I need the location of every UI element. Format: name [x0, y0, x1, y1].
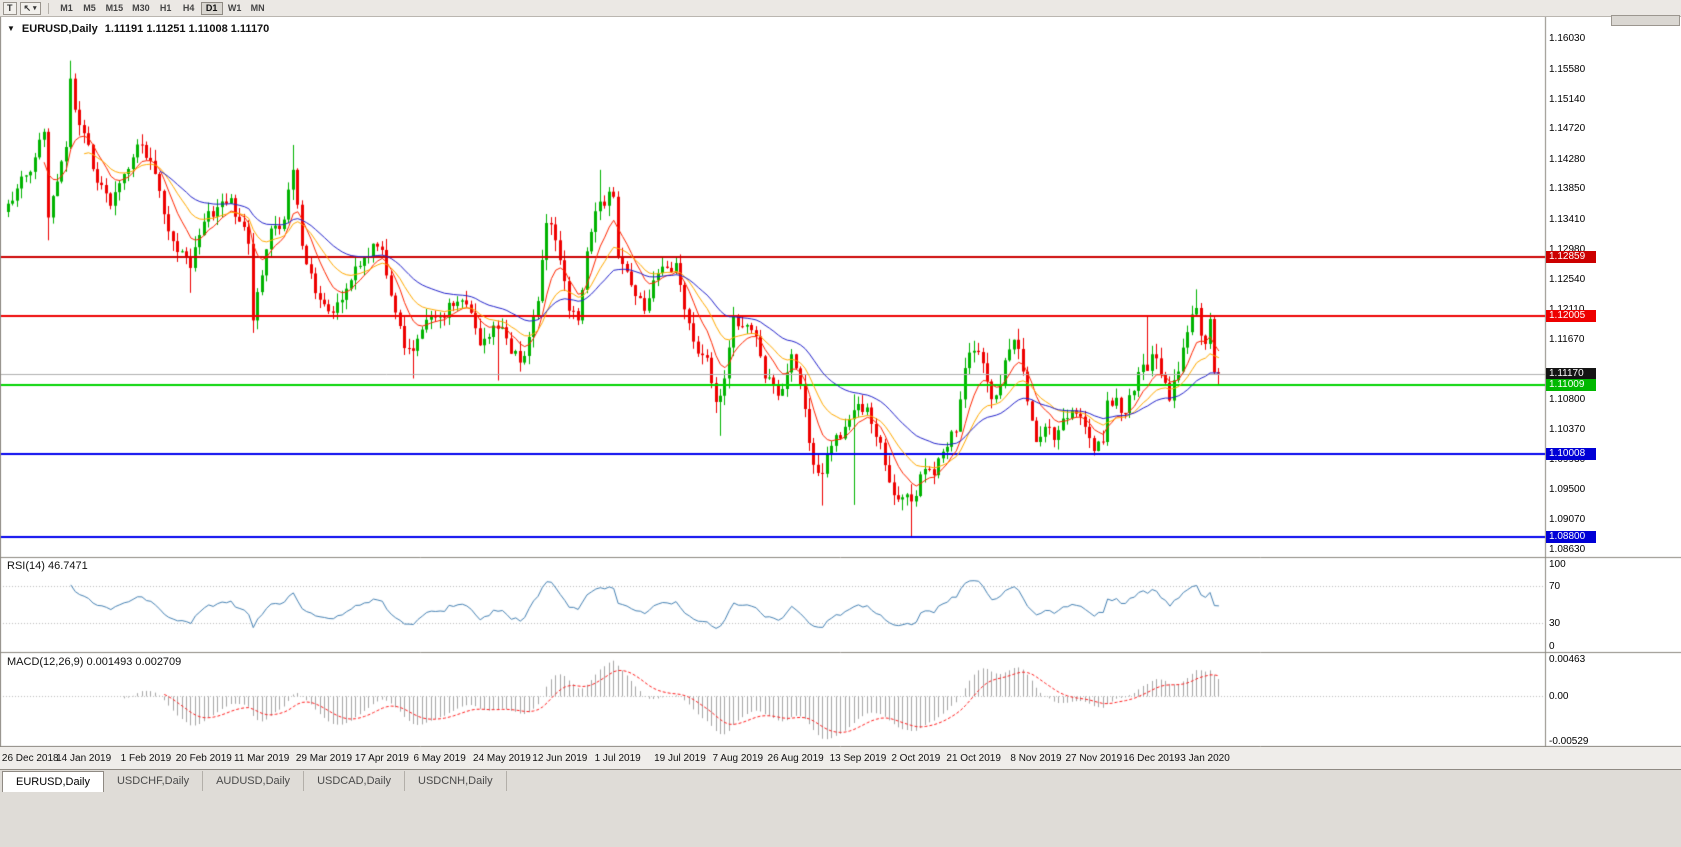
- chart-tab-eurusd[interactable]: EURUSD,Daily: [2, 771, 104, 792]
- time-axis-label: 26 Dec 2018: [1, 753, 59, 764]
- timeframe-button-w1[interactable]: W1: [224, 2, 246, 15]
- time-axis-label: 20 Feb 2019: [175, 753, 232, 764]
- chart-tab-bar: EURUSD,Daily USDCHF,Daily AUDUSD,Daily USDC…: [0, 769, 1681, 847]
- scrollbar-thumb[interactable]: [1611, 15, 1680, 26]
- time-axis-label: 8 Nov 2019: [1010, 753, 1062, 764]
- hline-price-badge: 1.10008: [1546, 447, 1596, 460]
- timeframe-button-h4[interactable]: H4: [178, 2, 200, 15]
- time-axis-label: 17 Apr 2019: [354, 753, 409, 764]
- price-axis-label: 1.14720: [1549, 123, 1586, 135]
- timeframe-button-m30[interactable]: M30: [128, 2, 154, 15]
- rsi-axis-label: 70: [1549, 580, 1561, 592]
- timeframe-button-m15[interactable]: M15: [102, 2, 128, 15]
- price-axis-label: 1.16030: [1549, 32, 1586, 44]
- timeframe-button-d1[interactable]: D1: [200, 1, 223, 15]
- hline-price-badge: 1.11009: [1546, 378, 1596, 391]
- timeframe-button-m5[interactable]: M5: [79, 2, 101, 15]
- time-axis-label: 7 Aug 2019: [712, 753, 764, 764]
- rsi-indicator-label: RSI(14) 46.7471: [7, 560, 88, 572]
- price-axis-label: 1.12540: [1549, 273, 1586, 285]
- time-axis-label: 16 Dec 2019: [1123, 753, 1180, 764]
- price-axis-label: 1.08630: [1549, 544, 1586, 556]
- time-axis-label: 21 Oct 2019: [946, 753, 1001, 764]
- time-axis-label: 11 Mar 2019: [233, 753, 290, 764]
- time-axis-label: 1 Jul 2019: [594, 753, 641, 764]
- macd-indicator-label: MACD(12,26,9) 0.001493 0.002709: [7, 656, 182, 668]
- main-toolbar: T ↖ ▾ M1 M5 M15 M30 H1 H4 D1 W1 MN: [0, 0, 1681, 17]
- timeframe-button-m1[interactable]: M1: [56, 2, 78, 15]
- time-axis-label: 13 Sep 2019: [829, 753, 887, 764]
- time-axis-label: 1 Feb 2019: [120, 753, 172, 764]
- time-axis-label: 27 Nov 2019: [1065, 753, 1123, 764]
- cursor-icon: ↖: [23, 2, 32, 13]
- price-axis-label: 1.10800: [1549, 394, 1586, 406]
- hline-price-badge: 1.12859: [1546, 250, 1596, 263]
- timeframe-button-h1[interactable]: H1: [155, 2, 177, 15]
- macd-axis-label: 0.00463: [1549, 654, 1586, 665]
- hline-price-badge: 1.08800: [1546, 531, 1596, 544]
- time-axis-label: 26 Aug 2019: [767, 753, 824, 764]
- price-chart-canvas[interactable]: [0, 17, 1681, 747]
- price-axis-label: 1.10370: [1549, 423, 1586, 435]
- price-axis-label: 1.12980: [1549, 243, 1586, 255]
- price-axis-label: 1.09070: [1549, 513, 1586, 525]
- expand-icon[interactable]: ▼: [7, 24, 15, 33]
- bid-price-badge: 1.11170: [1546, 367, 1596, 380]
- price-axis-label: 1.14280: [1549, 153, 1586, 165]
- chart-tab-audusd[interactable]: AUDUSD,Daily: [203, 771, 305, 791]
- price-axis-label: 1.15580: [1549, 63, 1586, 75]
- time-axis[interactable]: 26 Dec 2018 14 Jan 2019 1 Feb 2019 20 Feb 2…: [0, 747, 1681, 769]
- time-axis-label: 14 Jan 2019: [56, 753, 112, 764]
- rsi-axis-label: 100: [1549, 559, 1566, 570]
- chart-title: ▼ EURUSD,Daily 1.11191 1.11251 1.11008 1…: [7, 23, 269, 35]
- timeframe-button-mn[interactable]: MN: [247, 2, 269, 15]
- timeframe-toolbar: M1 M5 M15 M30 H1 H4 D1 W1 MN: [56, 1, 269, 15]
- macd-axis-label: -0.00529: [1549, 736, 1589, 747]
- chart-tab-usdchf[interactable]: USDCHF,Daily: [104, 771, 204, 791]
- price-axis-label: 1.11670: [1549, 334, 1585, 346]
- price-axis-label: 1.13850: [1549, 183, 1586, 195]
- chart-ohlc-quotes: 1.11191 1.11251 1.11008 1.11170: [104, 23, 270, 35]
- time-axis-label: 12 Jun 2019: [532, 753, 588, 764]
- price-axis-label: 1.15140: [1549, 94, 1586, 106]
- time-axis-label: 19 Jul 2019: [654, 753, 706, 764]
- time-axis-label: 6 May 2019: [413, 753, 466, 764]
- price-axis-label: 1.12110: [1549, 304, 1584, 315]
- price-axis-label: 1.09500: [1549, 483, 1586, 495]
- time-axis-label: 29 Mar 2019: [295, 753, 353, 764]
- chart-symbol-period: EURUSD,Daily: [21, 23, 98, 35]
- rsi-axis-label: 0: [1549, 641, 1555, 652]
- macd-axis-label: 0.00: [1549, 691, 1569, 703]
- time-axis-label: 24 May 2019: [473, 753, 531, 764]
- chevron-down-icon: ▾: [33, 4, 37, 12]
- hline-price-badge: 1.12005: [1546, 309, 1596, 322]
- text-tool-button[interactable]: T: [3, 1, 17, 15]
- cursor-tool-button[interactable]: ↖ ▾: [19, 1, 41, 15]
- rsi-axis-label: 30: [1549, 618, 1561, 630]
- price-axis-label: 1.13410: [1549, 213, 1586, 225]
- toolbar-separator: [47, 2, 49, 14]
- chart-tab-usdcnh[interactable]: USDCNH,Daily: [405, 771, 507, 791]
- chart-tab-usdcad[interactable]: USDCAD,Daily: [304, 771, 406, 791]
- time-axis-label: 2 Oct 2019: [891, 753, 941, 764]
- time-axis-label: 3 Jan 2020: [1180, 753, 1230, 764]
